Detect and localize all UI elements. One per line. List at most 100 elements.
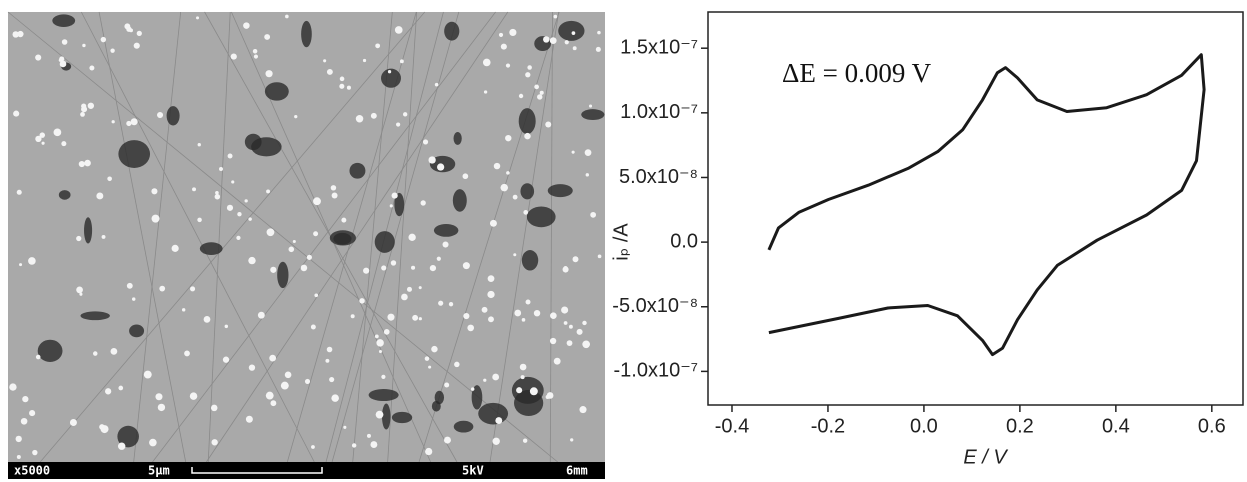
particle [300,264,308,272]
dark-patch [453,131,462,145]
particle [313,197,321,206]
particle [330,185,337,191]
particle [539,90,544,95]
particle [13,110,20,117]
scratch [206,11,509,463]
particle [341,217,347,223]
particle [462,173,469,180]
particle [292,239,296,244]
particle [211,439,218,446]
dark-patch [394,192,405,217]
particle [572,46,577,51]
particle [157,403,166,412]
particle [210,404,218,412]
particle [12,31,19,38]
particle [92,351,98,356]
dark-patch [381,403,391,430]
particle [576,328,583,335]
particle [69,419,77,427]
particle [248,256,256,265]
scratch [331,11,460,463]
dark-patch [52,14,76,27]
particles [7,11,605,463]
particle [512,194,518,200]
particle [462,262,470,270]
particle [270,266,277,273]
particle [280,381,289,390]
particle [181,308,186,312]
particle [28,257,36,265]
particle [375,43,381,49]
particle [362,58,367,63]
particle [16,455,21,460]
particle [124,23,131,30]
y-axis-label: iₚ /A [610,223,632,261]
particle [375,410,384,419]
particle [482,58,491,67]
particle [589,104,593,108]
particle [89,65,95,71]
particle [533,309,541,317]
particle [160,286,165,291]
particle [582,340,591,349]
particle [389,204,393,208]
particle [245,415,253,423]
particle [100,36,107,43]
x-tick-label: 0.4 [1102,415,1130,437]
particle [561,306,569,314]
annotation: ΔE = 0.009 V [782,58,932,88]
particle [519,363,527,371]
particle [513,253,517,257]
particle [521,318,526,322]
particle [498,32,504,37]
particle [408,233,416,241]
scratch [7,11,558,463]
scratch [549,11,553,463]
scale-label: 5μm [148,464,170,478]
particle [218,167,223,172]
particle [442,241,449,248]
particle [343,425,347,429]
dark-patch [199,242,223,255]
particle [524,132,531,140]
dark-patch [84,217,93,244]
particle [129,28,133,33]
dark-patch [58,190,71,200]
particle [481,306,488,313]
particle [107,176,112,182]
particle [35,54,42,61]
x-tick-label: -0.4 [715,415,749,437]
particle [284,371,292,379]
particle [454,361,460,368]
particle [294,115,298,119]
particle [32,449,38,456]
particle [151,188,158,195]
particle [285,14,289,19]
particle [20,417,28,425]
particle [525,72,531,78]
particle [339,83,345,89]
scratch [98,11,187,463]
particle [266,189,271,194]
particle [467,324,475,332]
particle [374,334,379,339]
particle [197,143,201,147]
particle [59,56,65,62]
particle [527,65,532,70]
particle [351,443,357,448]
info-bar [8,462,605,479]
particle [470,387,475,391]
particle [190,286,196,292]
particle [509,28,517,37]
particle [149,438,157,447]
particle [84,159,91,167]
dark-patch [453,420,474,433]
dark-patch [547,184,573,198]
particle [265,391,274,400]
dark-patch [329,230,356,246]
particle [568,324,573,329]
particle [381,374,386,379]
magnification: x5000 [14,464,50,478]
particle [151,214,160,223]
particle [483,378,487,382]
